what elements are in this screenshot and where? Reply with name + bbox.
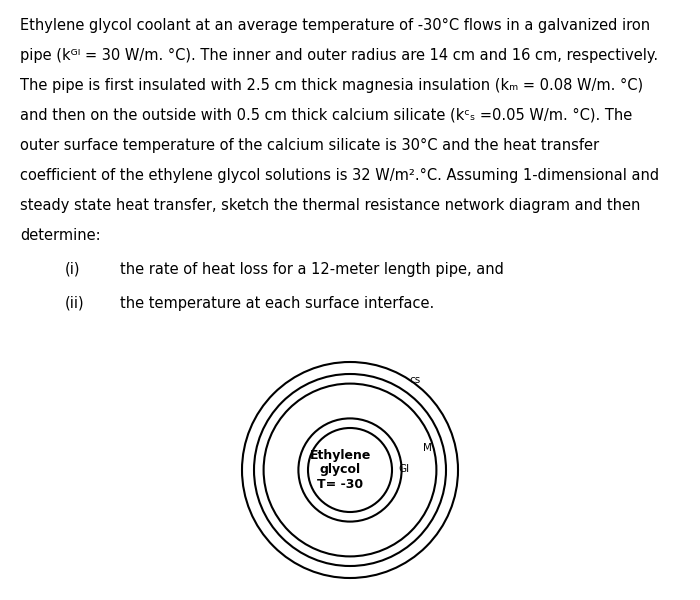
Text: Ethylene
glycol
T= -30: Ethylene glycol T= -30 [309, 449, 371, 491]
Text: cs: cs [410, 375, 421, 385]
Circle shape [298, 418, 402, 521]
Circle shape [242, 362, 458, 578]
Text: the temperature at each surface interface.: the temperature at each surface interfac… [120, 296, 434, 311]
Circle shape [254, 374, 446, 566]
Text: the rate of heat loss for a 12-meter length pipe, and: the rate of heat loss for a 12-meter len… [120, 262, 504, 277]
Text: steady state heat transfer, sketch the thermal resistance network diagram and th: steady state heat transfer, sketch the t… [20, 198, 640, 213]
Circle shape [308, 428, 392, 512]
Text: coefficient of the ethylene glycol solutions is 32 W/m².°C. Assuming 1-dimension: coefficient of the ethylene glycol solut… [20, 168, 659, 183]
Text: Ethylene glycol coolant at an average temperature of -30°C flows in a galvanized: Ethylene glycol coolant at an average te… [20, 18, 650, 33]
Text: The pipe is first insulated with 2.5 cm thick magnesia insulation (kₘ = 0.08 W/m: The pipe is first insulated with 2.5 cm … [20, 78, 643, 93]
Text: (i): (i) [65, 262, 80, 277]
Text: determine:: determine: [20, 228, 101, 243]
Text: (ii): (ii) [65, 296, 85, 311]
Text: M: M [423, 443, 431, 454]
Text: outer surface temperature of the calcium silicate is 30°C and the heat transfer: outer surface temperature of the calcium… [20, 138, 599, 153]
Text: pipe (kᴳᴵ = 30 W/m. °C). The inner and outer radius are 14 cm and 16 cm, respect: pipe (kᴳᴵ = 30 W/m. °C). The inner and o… [20, 48, 658, 63]
Text: GI: GI [398, 464, 409, 474]
Text: and then on the outside with 0.5 cm thick calcium silicate (kᶜₛ =0.05 W/m. °C). : and then on the outside with 0.5 cm thic… [20, 108, 632, 123]
Circle shape [264, 383, 436, 556]
